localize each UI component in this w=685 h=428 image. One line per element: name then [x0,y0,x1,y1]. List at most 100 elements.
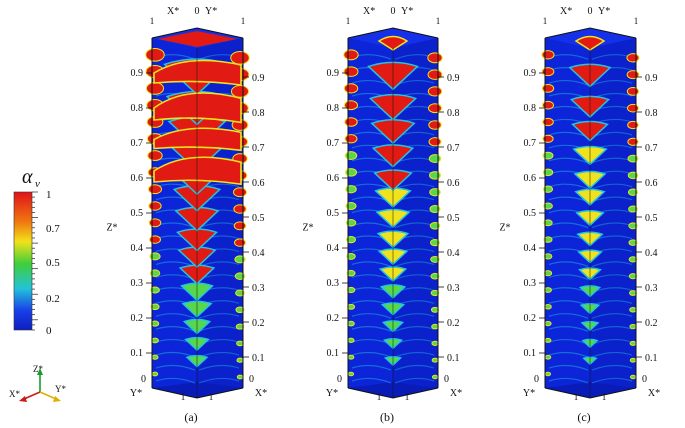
left-tick-label: 0.5 [524,208,537,219]
flow-streak [548,274,589,280]
red-slug [153,156,242,186]
bottom-origin-right: 0 [249,374,254,385]
wall-pocket [343,49,359,61]
flow-streak [548,157,589,164]
wall-pocket [628,273,638,280]
right-tick-label: 0.4 [252,248,265,259]
flow-streak [591,377,633,384]
top-edge [347,27,439,39]
top-y-label: Y* [205,6,217,17]
top-face-red [158,31,237,47]
wall-pocket [543,219,553,227]
z-axis-label: Z* [106,223,117,234]
wall-pocket [151,371,159,377]
wall-pocket [344,117,358,127]
left-tick-label: 0.6 [524,173,537,184]
wall-pocket [145,82,165,95]
wall-pocket [234,255,246,264]
flow-streak [351,274,392,280]
top-right-one: 1 [436,16,441,26]
wall-pocket [430,255,440,263]
flow-streak [351,261,392,268]
flow-streak [394,377,435,384]
wall-pocket [428,137,442,147]
panel-c-field [541,27,640,399]
flow-streak [394,313,435,319]
wall-pocket [345,219,357,227]
triad-z-head [37,368,43,375]
colorbar-label-07: 0.7 [46,223,60,235]
left-tick-label: 0.1 [131,348,144,359]
wall-pocket [543,236,553,243]
left-tick-label: 0.5 [131,208,144,219]
wall-pocket [233,187,247,198]
wall-pocket [148,201,162,211]
wall-pocket [431,323,439,330]
wall-pocket [236,374,244,380]
flow-streak [591,326,633,332]
wall-pocket [344,168,358,177]
flow-streak [591,351,633,358]
wall-pocket [428,120,442,130]
wall-pocket [149,269,161,277]
panel-b-field [343,27,443,399]
bottom-x-label: X* [648,388,660,399]
wall-pocket [346,286,356,294]
top-right-one: 1 [634,16,639,26]
top-origin-label: 0 [588,6,593,17]
wall-pocket [627,154,639,163]
wall-pocket [627,171,639,180]
wall-pocket [236,340,244,347]
wall-pocket [347,371,355,377]
flow-streak [155,377,196,384]
top-left-one: 1 [150,16,155,26]
left-tick-label: 0.6 [131,173,144,184]
wall-pocket [429,238,441,247]
panel-caption: (c) [577,410,590,424]
right-tick-label: 0.5 [645,213,658,224]
wall-pocket [235,306,245,314]
z-axis-label: Z* [499,223,510,234]
bottom-one-right: 1 [405,392,410,402]
wall-pocket [629,357,637,363]
triad-y-head [53,396,61,402]
right-tick-label: 0.7 [447,143,460,154]
wall-pocket [542,151,554,160]
wall-pocket [233,221,247,231]
wall-pocket [346,252,356,260]
left-tick-label: 0.8 [524,103,537,114]
top-right-one: 1 [241,16,246,26]
flow-streak [591,183,633,190]
wall-pocket [629,307,637,313]
right-tick-label: 0.4 [645,248,658,259]
panel-c: 0.1 0.1 0.2 0.2 0.3 0.3 0.4 0.4 0.5 0.5 0.6 0.6 0.7 0… [499,6,660,424]
right-tick-label: 0.8 [447,108,460,119]
colorbar-subscript: v [35,178,40,190]
bottom-x-label: X* [450,388,462,399]
flow-streak [548,183,589,190]
triad-y-arrow [39,391,57,400]
wall-pocket [431,340,439,347]
wall-pocket [343,66,359,77]
wall-pocket [428,154,442,164]
left-tick-label: 0.9 [524,68,537,79]
red-slug [153,127,242,152]
right-tick-label: 0.7 [645,143,658,154]
left-tick-label: 0.7 [524,138,537,149]
colorbar-label-05: 0.5 [46,257,60,269]
wall-pocket [147,150,163,162]
flow-streak [351,351,392,358]
left-tick-label: 0.5 [327,208,340,219]
wall-pocket [429,205,441,213]
panel-b-labels: 0.1 0.1 0.2 0.2 0.3 0.3 0.4 0.4 0.5 0.5 0.6 0.6 0.7 0… [302,6,462,424]
wall-pocket [627,137,639,146]
wall-pocket [544,287,552,293]
left-tick-label: 0.1 [524,348,537,359]
left-tick-label: 0.4 [131,243,144,254]
wall-pocket [543,202,553,210]
bottom-edge [347,387,439,399]
right-tick-label: 0.9 [645,73,658,84]
flow-streak [198,326,240,332]
bottom-one-left: 1 [377,392,382,402]
